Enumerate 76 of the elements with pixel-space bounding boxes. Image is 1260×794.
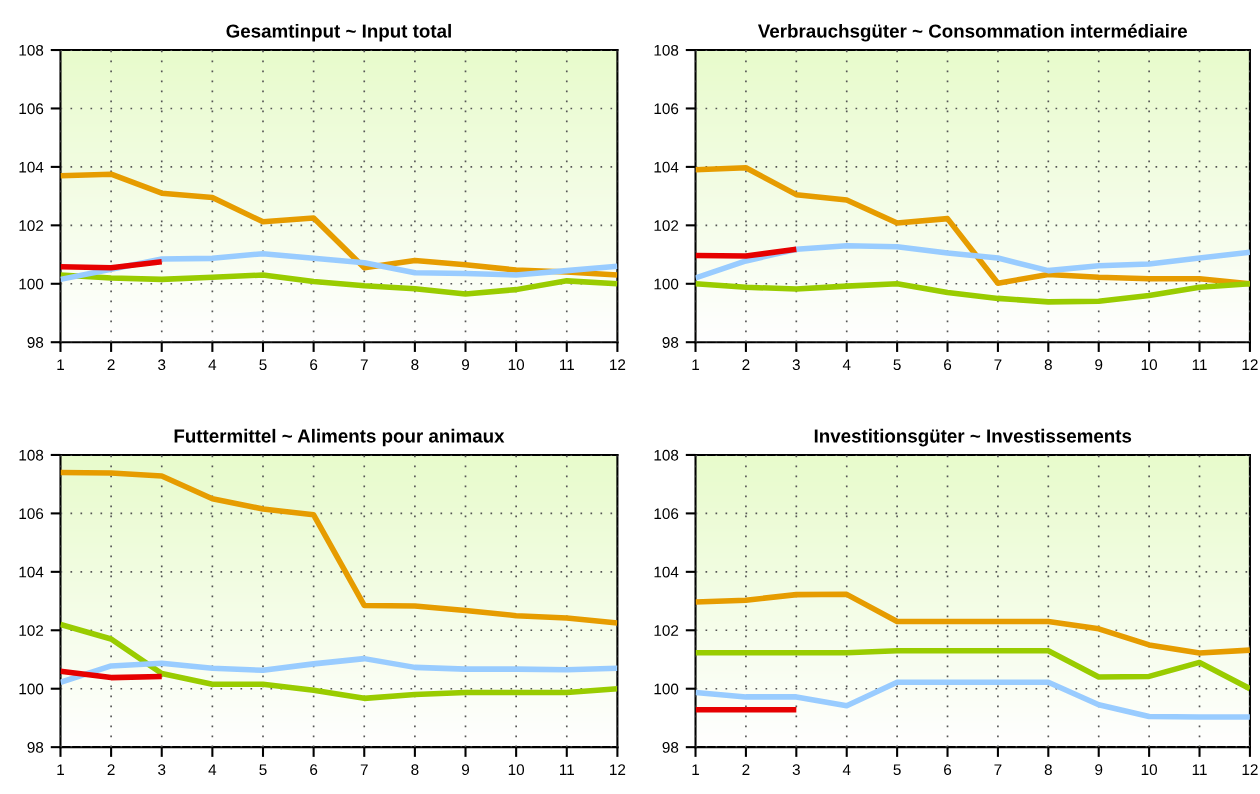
x-tick-label: 9: [1095, 359, 1103, 371]
x-tick-label: 12: [610, 359, 626, 370]
x-tick-label: 3: [792, 764, 800, 776]
y-tick-label: 100: [654, 278, 679, 290]
y-tick-label: 106: [654, 508, 679, 520]
x-tick-label: 8: [411, 359, 419, 371]
x-tick-label: 6: [310, 359, 318, 371]
y-tick-label: 98: [662, 337, 679, 348]
chart-title: Verbrauchsgüter ~ Consommation intermédiaire: [757, 23, 1187, 42]
x-tick-label: 6: [310, 764, 318, 776]
x-tick-label: 4: [208, 359, 217, 370]
x-tick-label: 1: [57, 359, 64, 370]
x-tick-label: 1: [692, 764, 700, 775]
chart-title: Futtermittel ~ Aliments pour animaux: [174, 428, 505, 447]
x-tick-label: 6: [944, 359, 952, 371]
x-tick-label: 7: [994, 359, 1002, 370]
y-tick-label: 106: [654, 103, 679, 115]
x-tick-label: 12: [610, 764, 626, 775]
x-tick-label: 11: [1192, 359, 1207, 370]
x-tick-label: 7: [994, 764, 1002, 775]
x-tick-label: 2: [107, 359, 115, 370]
y-tick-label: 98: [27, 337, 44, 348]
y-tick-label: 104: [19, 566, 44, 578]
y-tick-label: 104: [654, 566, 679, 578]
x-tick-label: 12: [1242, 764, 1258, 775]
chart-title: Investitionsgüter ~ Investissements: [814, 428, 1132, 447]
x-tick-label: 11: [1192, 764, 1207, 775]
y-tick-label: 104: [19, 161, 44, 173]
y-tick-label: 102: [19, 220, 44, 232]
x-tick-label: 4: [842, 764, 851, 775]
x-tick-label: 5: [893, 764, 901, 776]
y-tick-label: 102: [19, 625, 44, 636]
x-tick-label: 2: [742, 764, 750, 775]
y-tick-label: 108: [19, 44, 44, 56]
x-tick-label: 2: [742, 359, 750, 370]
x-tick-label: 6: [944, 764, 952, 776]
x-tick-label: 3: [158, 764, 166, 776]
x-tick-label: 1: [57, 764, 64, 775]
x-tick-label: 7: [360, 764, 368, 775]
x-tick-label: 12: [1242, 359, 1258, 370]
x-tick-label: 3: [792, 359, 800, 371]
y-tick-label: 106: [19, 103, 44, 115]
x-tick-label: 4: [208, 764, 217, 775]
x-tick-label: 8: [1044, 764, 1052, 776]
x-tick-label: 5: [259, 764, 267, 776]
y-tick-label: 98: [662, 742, 679, 753]
y-tick-label: 102: [654, 625, 679, 636]
x-tick-label: 5: [259, 359, 267, 371]
y-tick-label: 100: [19, 278, 44, 290]
x-tick-label: 11: [560, 764, 574, 775]
y-tick-label: 100: [19, 683, 44, 695]
x-tick-label: 9: [461, 359, 470, 371]
y-tick-label: 108: [654, 44, 679, 56]
x-tick-label: 8: [1044, 359, 1052, 371]
y-tick-label: 100: [654, 683, 679, 695]
y-tick-label: 108: [654, 449, 679, 461]
y-tick-label: 102: [654, 220, 679, 232]
x-tick-label: 9: [1095, 764, 1103, 776]
y-tick-label: 104: [654, 161, 679, 173]
x-tick-label: 11: [560, 359, 574, 370]
x-tick-label: 4: [842, 359, 851, 370]
x-tick-label: 10: [1141, 764, 1158, 776]
x-tick-label: 2: [107, 764, 115, 775]
y-tick-label: 98: [27, 742, 44, 753]
x-tick-label: 9: [461, 764, 470, 776]
x-tick-label: 3: [158, 359, 166, 371]
y-tick-label: 108: [19, 449, 44, 461]
x-tick-label: 1: [692, 359, 700, 370]
x-tick-label: 5: [893, 359, 901, 371]
chart-title: Gesamtinput ~ Input total: [226, 23, 451, 42]
x-tick-label: 7: [360, 359, 368, 370]
y-tick-label: 106: [19, 508, 44, 520]
x-tick-label: 8: [411, 764, 419, 776]
x-tick-label: 10: [508, 764, 525, 776]
x-tick-label: 10: [1141, 359, 1158, 371]
x-tick-label: 10: [508, 359, 525, 371]
